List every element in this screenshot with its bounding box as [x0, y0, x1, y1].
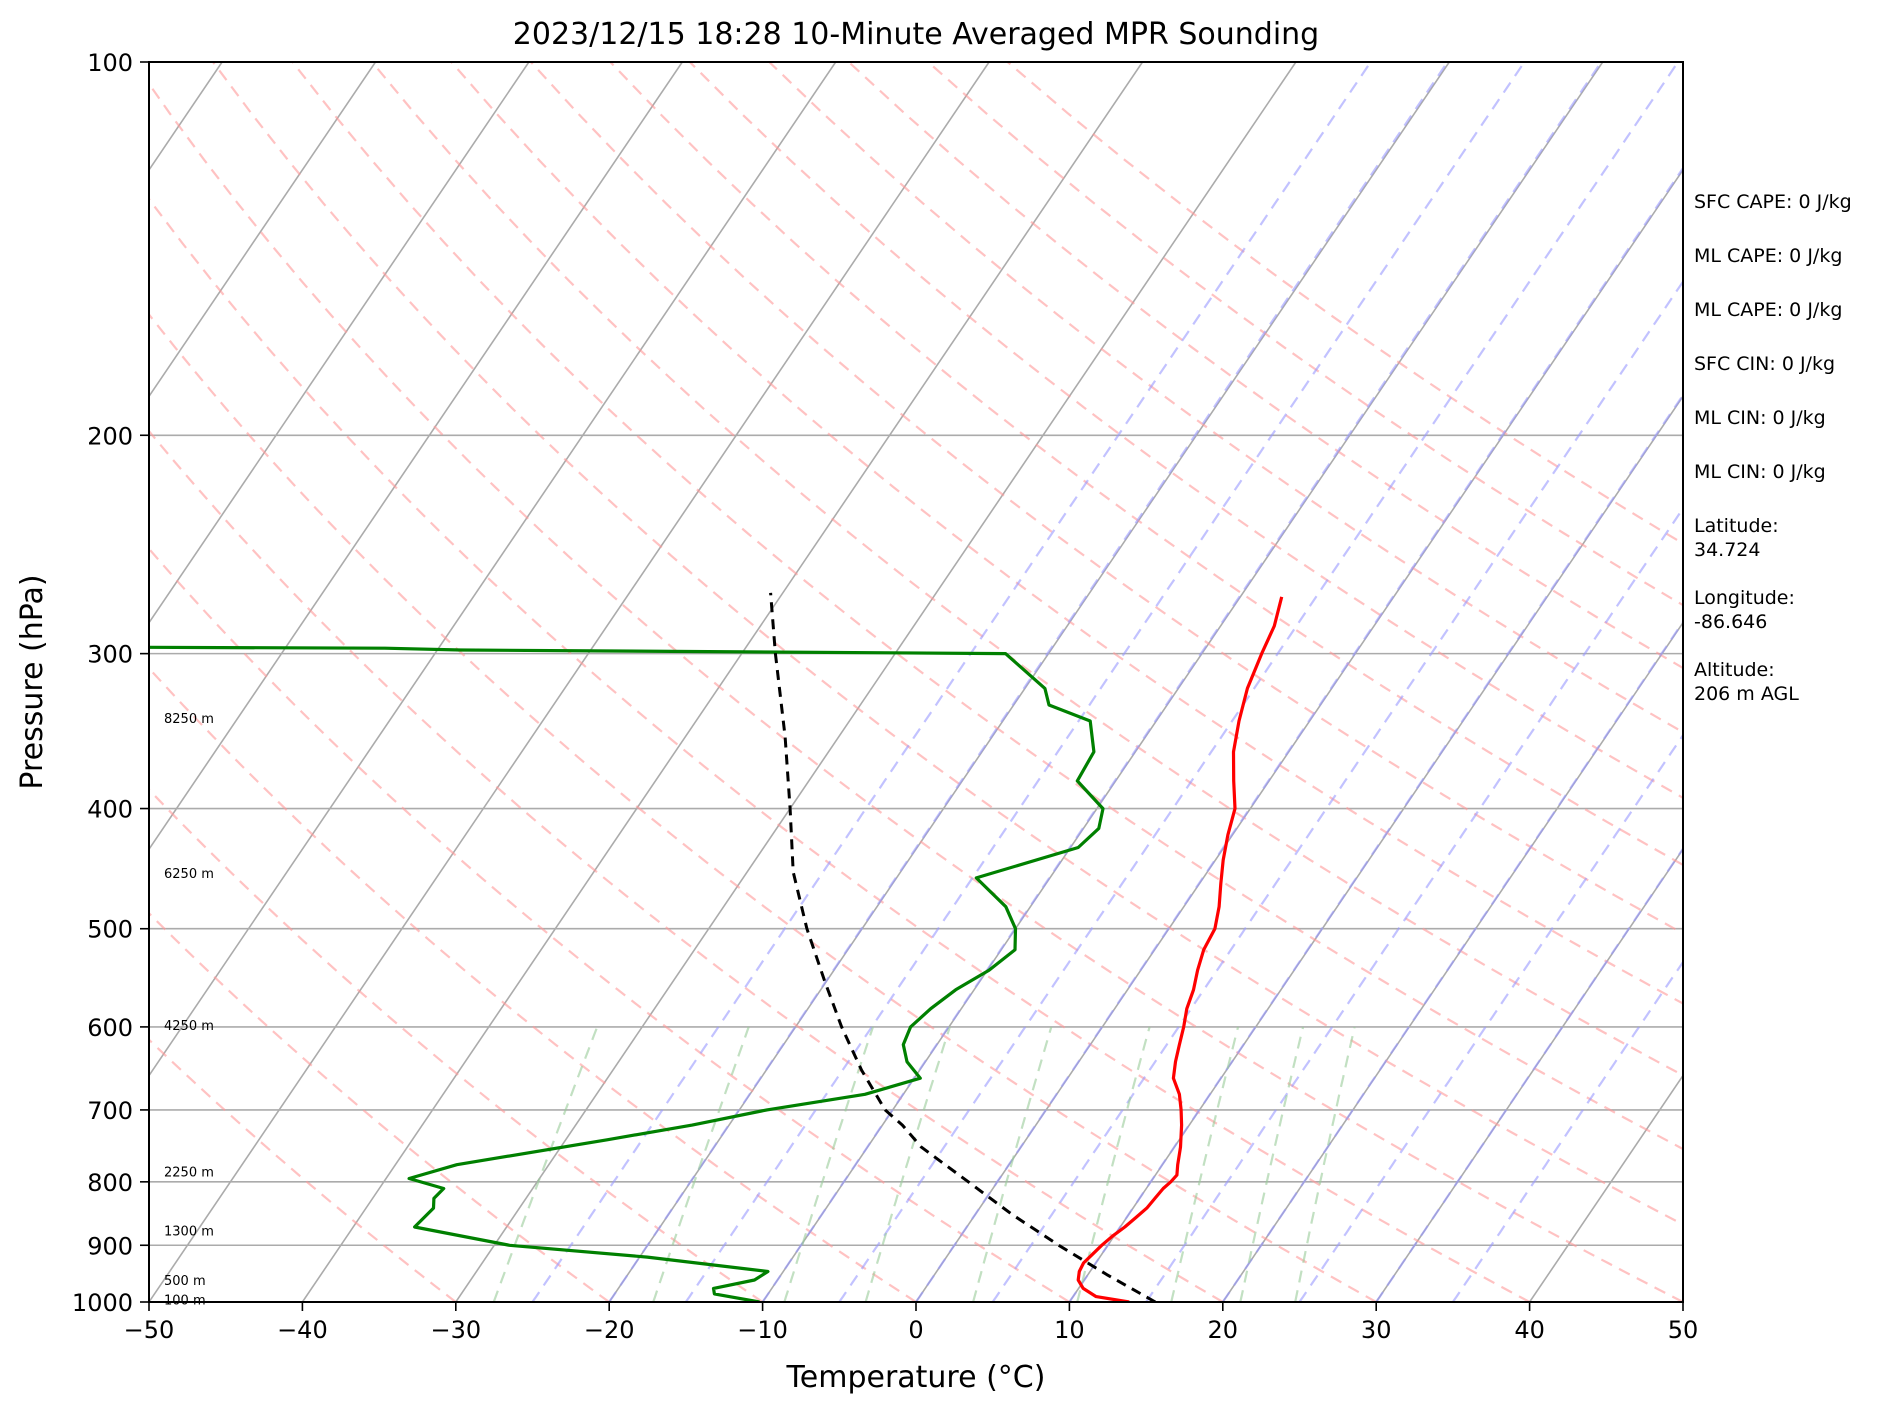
y-tick-label: 800 [87, 1169, 133, 1197]
mixing-ratio-line [972, 1026, 1053, 1302]
y-tick-label: 1000 [72, 1289, 133, 1317]
moist-adiabat-line [1375, 846, 1683, 1302]
mixing-ratio-line [652, 1026, 750, 1302]
mixing-ratio-line [864, 1026, 951, 1302]
height-labels: 100 m 500 m 1300 m 2250 m 4250 m 6250 m 8250 m [164, 712, 214, 1308]
plot-frame [148, 61, 1684, 1303]
moist-adiabat-line [1145, 506, 1683, 1302]
isotherm-line [455, 62, 1297, 1302]
dry-adiabat-line [927, 62, 1683, 607]
x-axis-title: Temperature (°C) [786, 1360, 1046, 1395]
dry-adiabat-line [371, 62, 1683, 1077]
mixing-ratio-line [1076, 1026, 1151, 1302]
reference-grid [149, 62, 1683, 1302]
parcel-trace [769, 592, 1157, 1302]
y-tick-label: 300 [87, 641, 133, 669]
dry-adiabat-line [212, 62, 1683, 1226]
x-tick-label: 20 [1208, 1316, 1239, 1344]
height-label: 1300 m [164, 1225, 214, 1240]
mixing-ratio-line [1294, 1026, 1356, 1302]
moist-adiabat-line [1451, 960, 1683, 1302]
info-item: ML CAPE: 0 J/kg [1694, 245, 1843, 267]
isotherm-line [149, 62, 530, 625]
mixing-ratio-line [1170, 1026, 1240, 1302]
dry-adiabat-line [291, 62, 1683, 1151]
mixing-ratio-line [492, 1026, 599, 1302]
temperature-trace [1076, 596, 1284, 1302]
moist-adiabat-line [915, 166, 1683, 1302]
y-tick-label: 500 [87, 916, 133, 944]
x-tick-label: −20 [584, 1316, 635, 1344]
y-tick-label: 100 [87, 49, 133, 77]
y-tick-label: 900 [87, 1232, 133, 1260]
moist-adiabat-line [1068, 393, 1683, 1302]
mixing-ratio-line [1239, 1026, 1305, 1302]
x-tick-label: −50 [124, 1316, 175, 1344]
x-tick-label: 10 [1054, 1316, 1085, 1344]
info-item: ML CIN: 0 J/kg [1694, 461, 1826, 483]
info-item: SFC CIN: 0 J/kg [1694, 353, 1836, 375]
y-tick-label: 600 [87, 1014, 133, 1042]
info-item: ML CIN: 0 J/kg [1694, 407, 1826, 429]
dry-adiabat-line [530, 62, 1683, 935]
chart-title: 2023/12/15 18:28 10-Minute Averaged MPR … [513, 17, 1319, 52]
height-label: 4250 m [164, 1019, 214, 1034]
sounding-traces [149, 592, 1284, 1302]
height-label: 2250 m [164, 1166, 214, 1181]
isotherm-line [149, 62, 990, 1302]
mixing-ratio-line [783, 1026, 875, 1302]
dry-adiabat-line [149, 429, 1224, 1302]
moist-adiabat-line [1298, 733, 1683, 1302]
height-label: 500 m [164, 1274, 206, 1289]
x-tick-label: −40 [277, 1316, 328, 1344]
dry-adiabat-line [149, 911, 610, 1302]
dry-adiabat-line [149, 81, 1683, 1302]
moist-adiabat-line [991, 279, 1683, 1302]
info-item: Latitude: 34.724 [1694, 515, 1779, 561]
dry-adiabat-line [149, 312, 1377, 1302]
x-tick-label: 0 [908, 1316, 923, 1344]
moist-adiabat-line [608, 62, 1449, 1302]
moist-adiabat-line [761, 62, 1603, 1302]
height-label: 100 m [164, 1293, 206, 1308]
info-item: SFC CAPE: 0 J/kg [1694, 191, 1852, 213]
x-tick-label: −10 [737, 1316, 788, 1344]
y-axis-title: Pressure (hPa) [15, 574, 50, 789]
y-tick-label: 400 [87, 796, 133, 824]
y-tick-label: 200 [87, 422, 133, 450]
isotherm-line [1528, 1074, 1683, 1302]
dry-adiabat-line [149, 547, 1070, 1302]
info-item: Altitude: 206 m AGL [1694, 659, 1799, 705]
y-tick-label: 700 [87, 1097, 133, 1125]
isotherm-line [149, 62, 377, 398]
info-item: ML CAPE: 0 J/kg [1694, 299, 1843, 321]
info-item: Longitude: -86.646 [1694, 587, 1795, 633]
isotherm-line [149, 62, 837, 1078]
height-label: 6250 m [164, 867, 214, 882]
dry-adiabat-line [149, 788, 764, 1302]
x-tick-label: −30 [430, 1316, 481, 1344]
moist-adiabat-line [1221, 619, 1683, 1302]
axis-ticks: −50 −40 −30 −20 −10 0 10 20 30 40 50 1000 900 800 700 6… [72, 49, 1698, 1344]
sounding-info-panel: SFC CAPE: 0 J/kg ML CAPE: 0 J/kg ML CAPE: … [1694, 190, 1884, 730]
dry-adiabat-line [149, 1038, 457, 1302]
moist-adiabat-line [531, 62, 1372, 1302]
moist-adiabat-line [684, 62, 1526, 1302]
x-tick-label: 30 [1361, 1316, 1392, 1344]
isotherm-line [149, 62, 683, 851]
dry-adiabat-line [450, 62, 1683, 1005]
dry-adiabat-line [149, 197, 1531, 1302]
moist-adiabat-line [838, 62, 1679, 1302]
height-label: 8250 m [164, 712, 214, 727]
isotherm-line [301, 62, 1144, 1302]
x-tick-label: 40 [1514, 1316, 1545, 1344]
dry-adiabat-line [689, 62, 1683, 800]
x-tick-label: 50 [1668, 1316, 1699, 1344]
dry-adiabat-line [609, 62, 1683, 867]
dry-adiabat-line [149, 666, 917, 1302]
dewpoint-trace [149, 645, 1105, 1302]
